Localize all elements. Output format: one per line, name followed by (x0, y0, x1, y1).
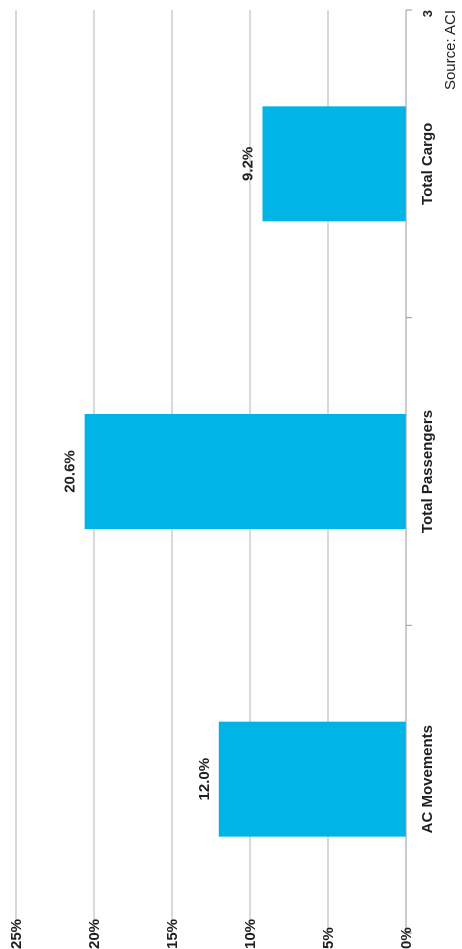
bar (218, 721, 406, 837)
y-tick-label: 20% (86, 919, 103, 949)
source-label: Source: ACI (442, 10, 459, 90)
category-label: Total Passengers (419, 410, 436, 533)
bars (84, 106, 407, 837)
y-tick-label: 10% (242, 919, 259, 949)
data-label: 9.2% (239, 147, 256, 181)
y-tick-label: 25% (8, 919, 25, 949)
bar (262, 106, 407, 222)
data-label: 12.0% (196, 758, 213, 801)
page-number: 3 (420, 10, 435, 17)
category-label: AC Movements (419, 725, 436, 833)
bar (84, 414, 406, 529)
category-labels: AC Movements Total Passengers Total Cargo (419, 123, 436, 834)
chart-rotated-group: 0% 5% 10% 15% 20% 25% AC Movements Total Passe… (8, 9, 459, 949)
data-labels: 12.0% 20.6% 9.2% (62, 147, 257, 801)
y-tick-label: 5% (320, 927, 337, 949)
data-label: 20.6% (62, 450, 79, 493)
category-axis (405, 9, 412, 934)
category-label: Total Cargo (419, 123, 436, 205)
value-tick-labels: 0% 5% 10% 15% 20% 25% (8, 919, 415, 949)
y-tick-label: 0% (398, 927, 415, 949)
y-tick-label: 15% (164, 919, 181, 949)
